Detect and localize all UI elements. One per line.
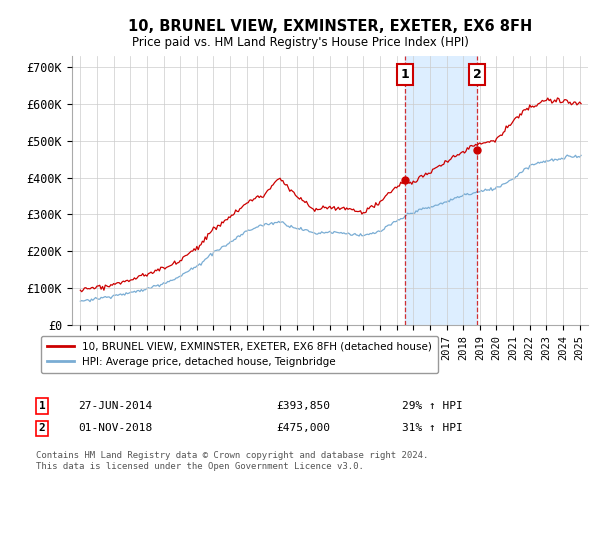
- Text: 31% ↑ HPI: 31% ↑ HPI: [402, 423, 463, 433]
- Text: This data is licensed under the Open Government Licence v3.0.: This data is licensed under the Open Gov…: [36, 462, 364, 471]
- Text: 1: 1: [38, 401, 46, 411]
- Text: £393,850: £393,850: [276, 401, 330, 411]
- Text: Price paid vs. HM Land Registry's House Price Index (HPI): Price paid vs. HM Land Registry's House …: [131, 36, 469, 49]
- Legend: 10, BRUNEL VIEW, EXMINSTER, EXETER, EX6 8FH (detached house), HPI: Average price: 10, BRUNEL VIEW, EXMINSTER, EXETER, EX6 …: [41, 335, 438, 374]
- Text: 29% ↑ HPI: 29% ↑ HPI: [402, 401, 463, 411]
- Text: £475,000: £475,000: [276, 423, 330, 433]
- Text: Contains HM Land Registry data © Crown copyright and database right 2024.: Contains HM Land Registry data © Crown c…: [36, 451, 428, 460]
- Title: 10, BRUNEL VIEW, EXMINSTER, EXETER, EX6 8FH: 10, BRUNEL VIEW, EXMINSTER, EXETER, EX6 …: [128, 19, 532, 34]
- Text: 2: 2: [38, 423, 46, 433]
- Text: 27-JUN-2014: 27-JUN-2014: [78, 401, 152, 411]
- Text: 01-NOV-2018: 01-NOV-2018: [78, 423, 152, 433]
- Text: 1: 1: [401, 68, 409, 81]
- Text: 2: 2: [473, 68, 481, 81]
- Bar: [405, 56, 477, 325]
